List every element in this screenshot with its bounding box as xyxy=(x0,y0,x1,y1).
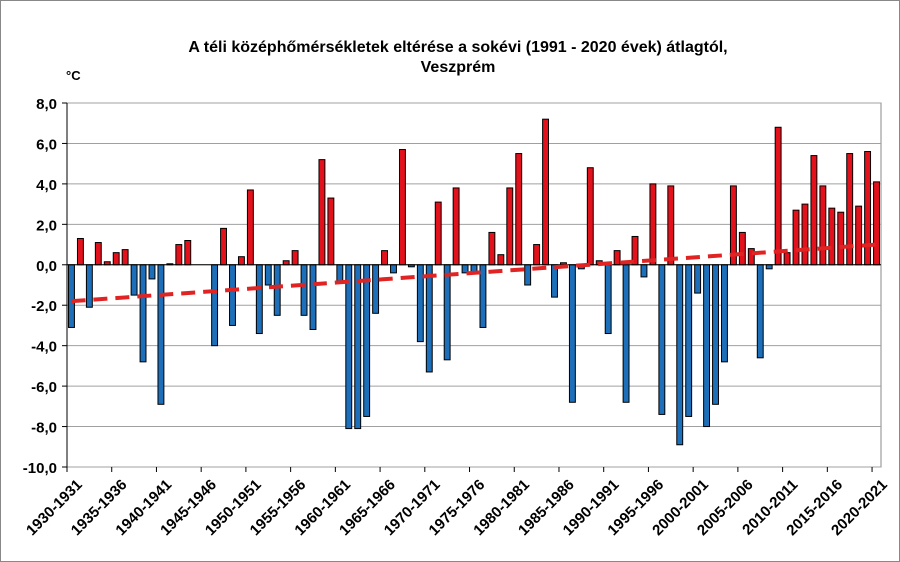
bar xyxy=(497,254,505,266)
bar xyxy=(694,264,702,294)
bar xyxy=(372,264,380,314)
y-tick-label: -4,0 xyxy=(31,339,57,356)
bar xyxy=(524,264,532,286)
bar xyxy=(237,256,245,266)
bar xyxy=(148,264,156,280)
bar xyxy=(416,264,424,343)
bar xyxy=(327,197,335,266)
bar xyxy=(390,264,397,274)
bar xyxy=(68,264,75,328)
bar xyxy=(318,159,326,266)
bar xyxy=(130,264,138,296)
bar xyxy=(542,118,550,266)
bar xyxy=(586,167,594,266)
bar xyxy=(873,181,880,266)
bar xyxy=(443,264,451,361)
bar xyxy=(246,189,254,266)
trend-line xyxy=(71,242,877,304)
bar xyxy=(622,264,630,403)
bar xyxy=(667,185,675,266)
bar xyxy=(175,244,183,266)
y-tick-label: 4,0 xyxy=(36,177,57,194)
bar xyxy=(568,264,576,403)
y-tick-label: 8,0 xyxy=(36,96,57,113)
bar xyxy=(220,227,227,266)
bar xyxy=(363,264,371,417)
bar xyxy=(685,264,693,417)
bar xyxy=(94,242,102,266)
bar xyxy=(184,240,192,266)
bar xyxy=(792,209,800,266)
bar xyxy=(112,252,120,266)
plot-area xyxy=(66,102,882,468)
bar xyxy=(765,264,773,270)
bar xyxy=(658,264,666,415)
bar xyxy=(85,264,93,308)
bar xyxy=(398,149,406,266)
bar xyxy=(649,183,657,266)
bar xyxy=(533,244,541,266)
bar xyxy=(810,155,818,266)
y-tick-label: 0,0 xyxy=(36,258,57,275)
bar xyxy=(783,252,791,266)
bar xyxy=(864,151,872,266)
bar xyxy=(506,187,514,266)
bar xyxy=(309,264,317,330)
bar xyxy=(300,264,308,316)
bar xyxy=(604,264,612,335)
bar xyxy=(551,264,558,298)
chart-title: A téli középhőmérsékletek eltérése a sok… xyxy=(188,39,727,56)
chart-title: Veszprém xyxy=(421,59,496,76)
bar xyxy=(452,187,460,266)
y-tick-label: -2,0 xyxy=(31,298,57,315)
y-tick-label: -10,0 xyxy=(23,460,57,477)
bar xyxy=(855,205,863,266)
bar xyxy=(828,207,836,266)
bar xyxy=(837,211,845,266)
bar xyxy=(291,250,299,266)
bar xyxy=(157,264,165,405)
bar xyxy=(139,264,147,363)
y-tick-label: 2,0 xyxy=(36,217,57,234)
bar xyxy=(76,237,84,266)
bar xyxy=(336,264,344,282)
bar xyxy=(282,260,290,266)
bar xyxy=(712,264,719,405)
bar xyxy=(640,264,648,278)
bar xyxy=(255,264,263,335)
bar xyxy=(738,231,746,266)
bar xyxy=(273,264,281,316)
bar xyxy=(801,203,809,266)
bar xyxy=(354,264,362,430)
bar xyxy=(425,264,433,373)
bar xyxy=(747,248,755,266)
bar xyxy=(703,264,711,428)
y-unit: °C xyxy=(66,68,81,83)
bar xyxy=(345,264,353,430)
bar xyxy=(229,264,236,326)
bar xyxy=(264,264,272,286)
y-tick-label: 6,0 xyxy=(36,136,57,153)
bar xyxy=(676,264,684,446)
bar xyxy=(721,264,728,363)
y-tick-label: -8,0 xyxy=(31,420,57,437)
y-tick-label: -6,0 xyxy=(31,379,57,396)
bar xyxy=(756,264,764,359)
bar xyxy=(613,250,621,266)
bar xyxy=(774,126,782,266)
bar xyxy=(515,153,523,266)
bar xyxy=(211,264,219,347)
bar xyxy=(121,249,129,266)
bar xyxy=(479,264,487,328)
bar xyxy=(488,231,496,266)
bar xyxy=(381,250,389,266)
bar xyxy=(819,185,827,266)
bar xyxy=(434,201,442,266)
